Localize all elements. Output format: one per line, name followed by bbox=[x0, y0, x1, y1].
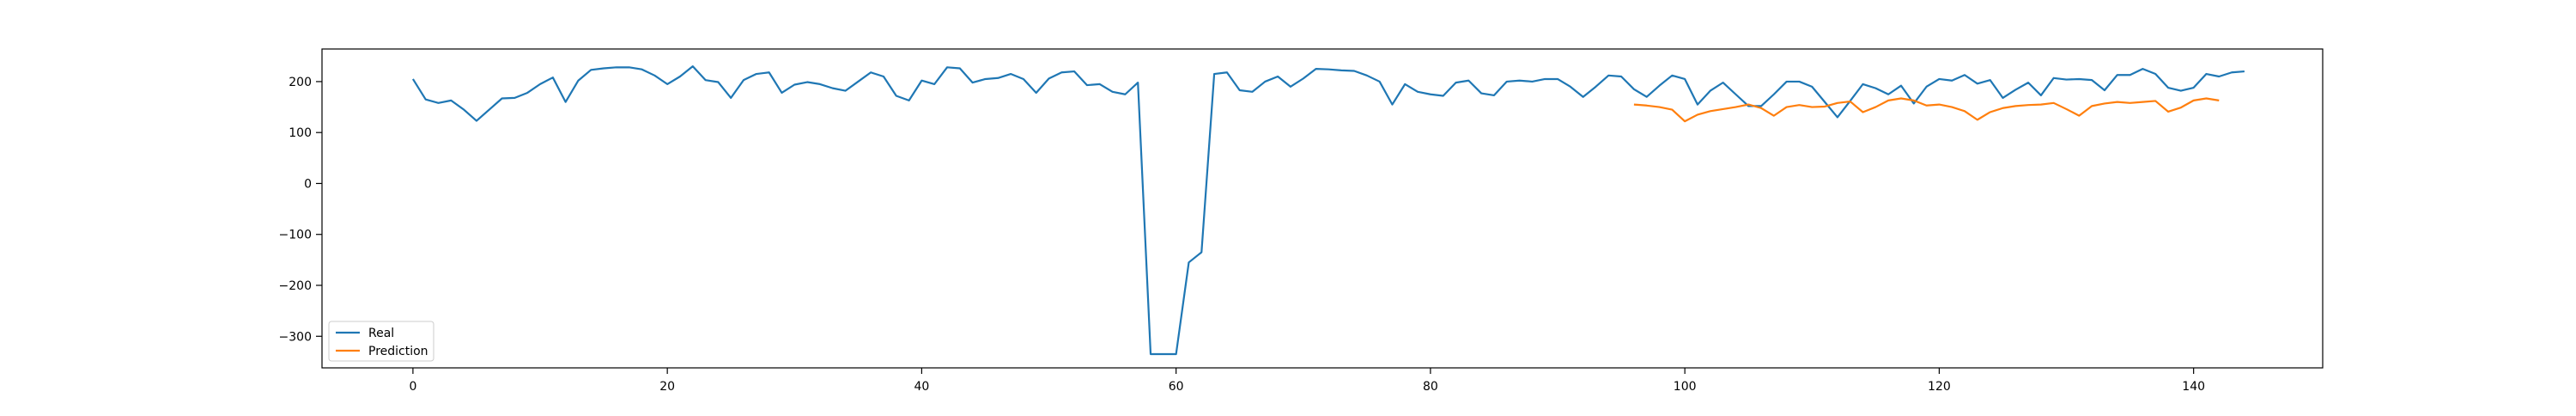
x-tick-label: 60 bbox=[1169, 380, 1184, 394]
y-tick-label: −200 bbox=[279, 279, 312, 293]
legend-label-prediction: Prediction bbox=[368, 345, 428, 358]
y-tick-label: 0 bbox=[304, 177, 312, 191]
x-tick-label: 100 bbox=[1674, 380, 1697, 394]
x-tick-label: 0 bbox=[409, 380, 416, 394]
x-tick-label: 40 bbox=[914, 380, 929, 394]
series-lines bbox=[411, 65, 2245, 356]
x-tick-label: 120 bbox=[1928, 380, 1951, 394]
y-tick-label: 200 bbox=[289, 76, 312, 89]
legend: Real Prediction bbox=[328, 321, 434, 362]
series-line-prediction bbox=[1633, 97, 2220, 123]
y-tick-label: −100 bbox=[279, 229, 312, 242]
x-tick-label: 80 bbox=[1423, 380, 1438, 394]
series-line-real bbox=[411, 65, 2245, 356]
y-axis: −300 −200 −100 0 100 200 bbox=[279, 76, 322, 344]
axes-frame bbox=[321, 48, 2324, 369]
y-tick-label: −300 bbox=[279, 330, 312, 344]
x-tick-label: 140 bbox=[2182, 380, 2205, 394]
y-tick-label: 100 bbox=[289, 126, 312, 140]
legend-label-real: Real bbox=[368, 327, 394, 340]
x-axis: 0 20 40 60 80 100 120 140 bbox=[409, 368, 2205, 394]
x-tick-label: 20 bbox=[659, 380, 675, 394]
